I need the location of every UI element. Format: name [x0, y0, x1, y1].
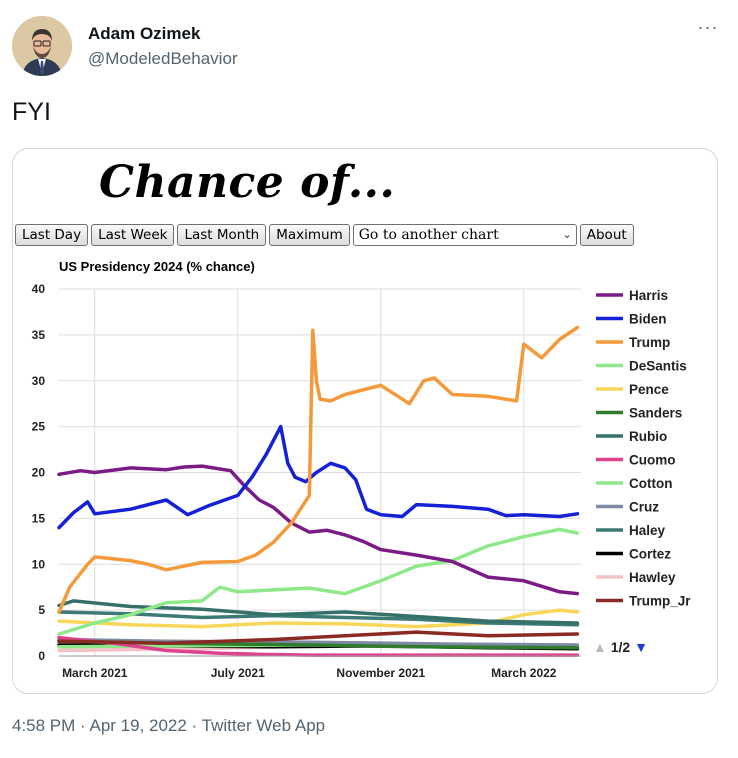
y-tick-label: 15 [32, 511, 46, 525]
legend-label-trump_jr: Trump_Jr [629, 594, 691, 609]
about-button[interactable]: About [579, 224, 634, 246]
legend-label-sanders: Sanders [629, 406, 682, 421]
author-name[interactable]: Adam Ozimek [88, 24, 201, 43]
pager-label: 1/2 [610, 639, 631, 655]
y-tick-label: 30 [32, 374, 46, 388]
y-tick-label: 5 [38, 603, 45, 617]
chart-title: US Presidency 2024 (% chance) [59, 259, 255, 274]
series-line-biden [57, 424, 580, 530]
last-week-button[interactable]: Last Week [91, 224, 175, 246]
legend-pager: ▲ 1/2 ▼ [593, 639, 648, 655]
author-handle[interactable]: @ModeledBehavior [88, 49, 238, 68]
y-tick-label: 35 [32, 328, 46, 342]
x-tick-label: March 2022 [491, 666, 557, 679]
series-line-haley [57, 610, 580, 627]
chevron-down-icon: ⌄ [562, 228, 572, 241]
chart-select[interactable]: Go to another chart ⌄ [352, 224, 577, 246]
x-tick-label: November 2021 [336, 666, 425, 679]
tweet-header: Adam Ozimek @ModeledBehavior ··· [12, 12, 726, 76]
y-tick-label: 25 [32, 420, 46, 434]
tweet-text: FYI [12, 98, 51, 126]
legend-label-harris: Harris [629, 288, 668, 303]
series-line-trump_jr [57, 630, 580, 645]
series-line-trump [57, 325, 580, 614]
chart-axes: 0 5 10 15 20 25 30 35 40 March 2021 July 2021 Novem… [32, 282, 581, 679]
tweet-timestamp[interactable]: 4:58 PM · Apr 19, 2022 · Twitter Web App [12, 716, 326, 735]
chart-toolbar: Last Day Last Week Last Month Maximum Go… [15, 224, 637, 246]
maximum-button[interactable]: Maximum [269, 224, 350, 246]
legend-label-trump: Trump [629, 335, 670, 350]
series-line-desantis [57, 527, 580, 636]
legend-label-pence: Pence [629, 382, 669, 397]
series-line-rubio [57, 599, 580, 625]
series-line-cruz [57, 637, 580, 647]
legend-label-rubio: Rubio [629, 429, 667, 444]
legend-label-cruz: Cruz [629, 500, 659, 515]
last-month-button[interactable]: Last Month [177, 224, 267, 246]
chart-site-banner: Chance of... [99, 157, 396, 208]
legend-label-desantis: DeSantis [629, 359, 687, 374]
chart-legend: Harris Biden Trump DeSantis Pence Sanders Rubi… [596, 288, 691, 609]
presidency-line-chart: US Presidency 2024 (% chance) 0 5 10 15 20 25… [32, 259, 692, 679]
y-tick-label: 20 [32, 466, 46, 480]
pager-up-icon[interactable]: ▲ [593, 639, 607, 655]
avatar[interactable] [12, 16, 72, 76]
legend-label-cotton: Cotton [629, 476, 672, 491]
x-tick-label: March 2021 [62, 666, 128, 679]
more-options-icon[interactable]: ··· [697, 17, 719, 37]
y-tick-label: 0 [38, 649, 45, 663]
y-tick-label: 40 [32, 282, 46, 296]
pager-down-icon[interactable]: ▼ [634, 639, 648, 655]
series-line-pence [57, 608, 580, 629]
chart-select-value: Go to another chart [358, 227, 499, 243]
legend-label-cortez: Cortez [629, 547, 671, 562]
series-line-harris [57, 464, 580, 596]
legend-label-cuomo: Cuomo [629, 453, 676, 468]
x-tick-label: July 2021 [211, 666, 265, 679]
tweet-media-card[interactable]: Chance of... Last Day Last Week Last Mon… [12, 148, 718, 694]
last-day-button[interactable]: Last Day [15, 224, 89, 246]
y-tick-label: 10 [32, 557, 46, 571]
legend-label-hawley: Hawley [629, 570, 676, 585]
legend-label-haley: Haley [629, 523, 666, 538]
chart-series [57, 325, 580, 657]
legend-label-biden: Biden [629, 312, 667, 327]
chart-grid [59, 288, 581, 657]
